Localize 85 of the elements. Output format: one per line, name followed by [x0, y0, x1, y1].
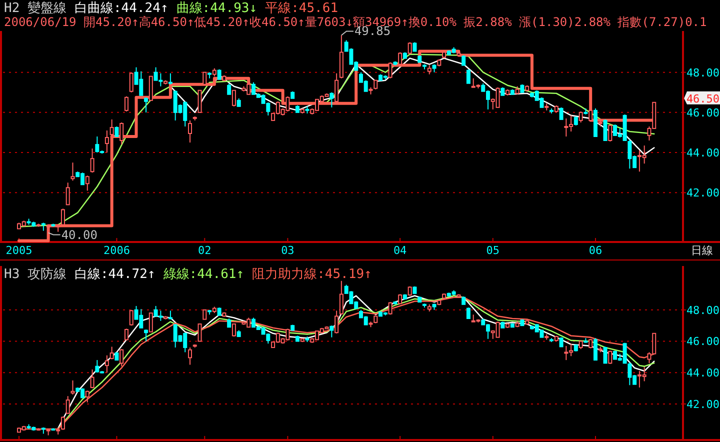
candlestick — [608, 350, 612, 364]
candlestick — [374, 80, 378, 90]
candlestick — [124, 96, 128, 112]
candlestick — [466, 307, 470, 320]
candlestick — [198, 90, 202, 113]
candlestick — [330, 92, 334, 108]
candlestick — [608, 124, 612, 142]
x-tick-label: 06 — [588, 244, 602, 257]
x-tick-label: 03 — [281, 244, 294, 257]
candlestick — [217, 68, 222, 80]
text: 平線:45.61 — [265, 1, 338, 16]
candlestick — [574, 116, 578, 126]
text: 白曲線:44.24↑ — [74, 1, 168, 16]
candlestick — [114, 126, 119, 137]
candlestick — [603, 118, 608, 142]
candlestick — [110, 118, 114, 136]
candlestick — [603, 346, 608, 364]
candlestick — [85, 390, 90, 403]
candlestick — [144, 96, 148, 113]
x-tick-label: 2005 — [6, 244, 32, 257]
candlestick — [330, 325, 334, 338]
candlestick — [104, 354, 109, 374]
y-tick-label: 46.00 — [686, 335, 720, 348]
candlestick — [398, 294, 402, 304]
candlestick — [188, 120, 192, 144]
candlestick — [462, 54, 466, 66]
candlestick — [227, 82, 232, 95]
candlestick — [232, 324, 236, 338]
candlestick — [120, 122, 124, 146]
candlestick — [60, 416, 65, 430]
candlestick — [334, 310, 339, 334]
text: 阻力助力線:45.19↑ — [252, 267, 372, 282]
chart-title: H3 攻防線 — [4, 267, 66, 282]
candlestick — [66, 182, 70, 206]
text: 曲線:44.93↓ — [176, 1, 258, 16]
candlestick — [412, 42, 417, 52]
candlestick — [129, 72, 134, 93]
candlestick — [427, 64, 432, 75]
candlestick — [144, 328, 148, 342]
y-tick-label: 42.00 — [686, 186, 720, 200]
candlestick — [593, 338, 598, 361]
candlestick — [202, 309, 207, 320]
text: 日線 — [691, 244, 713, 257]
candlestick — [398, 52, 402, 65]
text: 綠線:44.61↑ — [162, 267, 244, 282]
candlestick — [388, 302, 392, 316]
y-tick-label: 46.00 — [686, 106, 720, 120]
chart-title: H2 變盤線 — [4, 1, 66, 16]
x-tick-label: 05 — [486, 244, 500, 257]
candlestick — [110, 346, 114, 360]
candlestick — [148, 312, 153, 332]
candlestick — [466, 68, 470, 84]
y-tick-label: 44.00 — [686, 146, 720, 160]
candlestick — [188, 347, 192, 366]
candlestick — [70, 162, 75, 182]
y-tick-label: 44.00 — [686, 366, 720, 380]
candlestick — [124, 328, 128, 341]
candlestick — [232, 90, 236, 107]
annotation: 40.00 — [61, 228, 98, 242]
candlestick — [120, 348, 124, 367]
candlestick — [339, 280, 344, 316]
text: 白線:44.72↑ — [74, 267, 156, 282]
candlestick — [198, 324, 202, 342]
candlestick — [559, 106, 564, 120]
y-tick-label: 42.00 — [686, 398, 720, 411]
y-tick-label: 48.00 — [686, 304, 720, 317]
candlestick — [66, 396, 70, 414]
candlestick — [578, 110, 583, 123]
candlestick — [408, 42, 412, 55]
candlestick — [388, 62, 392, 79]
candlestick — [70, 380, 75, 396]
candlestick — [90, 368, 94, 389]
candlestick — [334, 72, 339, 103]
x-tick-label: 02 — [198, 244, 212, 257]
candlestick — [85, 175, 90, 192]
x-tick-label: 2006 — [103, 244, 130, 257]
text: 46.50 — [686, 92, 720, 106]
x-tick-label: 04 — [393, 244, 408, 257]
candlestick — [60, 208, 65, 226]
candlestick — [104, 130, 109, 154]
candlestick — [202, 72, 207, 85]
candlestick — [90, 148, 94, 174]
candlestick — [588, 108, 593, 122]
candlestick — [168, 72, 172, 85]
y-tick-label: 48.00 — [686, 66, 720, 80]
